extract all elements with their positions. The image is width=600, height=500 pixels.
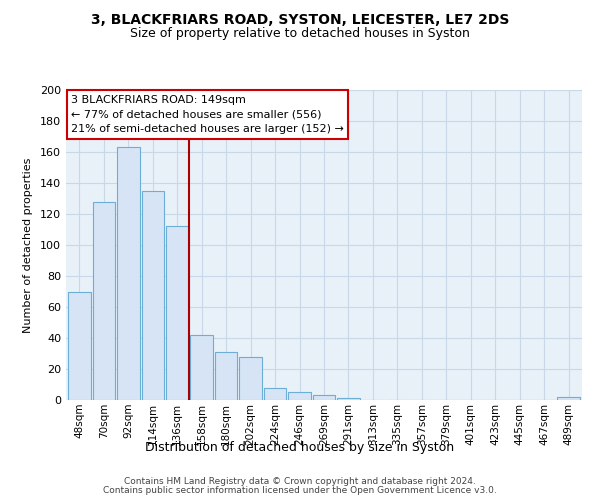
Text: 3 BLACKFRIARS ROAD: 149sqm
← 77% of detached houses are smaller (556)
21% of sem: 3 BLACKFRIARS ROAD: 149sqm ← 77% of deta…: [71, 94, 344, 134]
Bar: [92, 202, 115, 400]
Bar: [337, 398, 360, 400]
Bar: [264, 388, 286, 400]
Bar: [557, 397, 580, 400]
Bar: [190, 335, 213, 400]
Text: Contains public sector information licensed under the Open Government Licence v3: Contains public sector information licen…: [103, 486, 497, 495]
Text: Size of property relative to detached houses in Syston: Size of property relative to detached ho…: [130, 28, 470, 40]
Bar: [117, 148, 140, 400]
Bar: [142, 190, 164, 400]
Bar: [215, 352, 238, 400]
Bar: [239, 356, 262, 400]
Bar: [313, 396, 335, 400]
Bar: [68, 292, 91, 400]
Text: 3, BLACKFRIARS ROAD, SYSTON, LEICESTER, LE7 2DS: 3, BLACKFRIARS ROAD, SYSTON, LEICESTER, …: [91, 12, 509, 26]
Bar: [288, 392, 311, 400]
Text: Contains HM Land Registry data © Crown copyright and database right 2024.: Contains HM Land Registry data © Crown c…: [124, 477, 476, 486]
Bar: [166, 226, 188, 400]
Y-axis label: Number of detached properties: Number of detached properties: [23, 158, 33, 332]
Text: Distribution of detached houses by size in Syston: Distribution of detached houses by size …: [145, 441, 455, 454]
